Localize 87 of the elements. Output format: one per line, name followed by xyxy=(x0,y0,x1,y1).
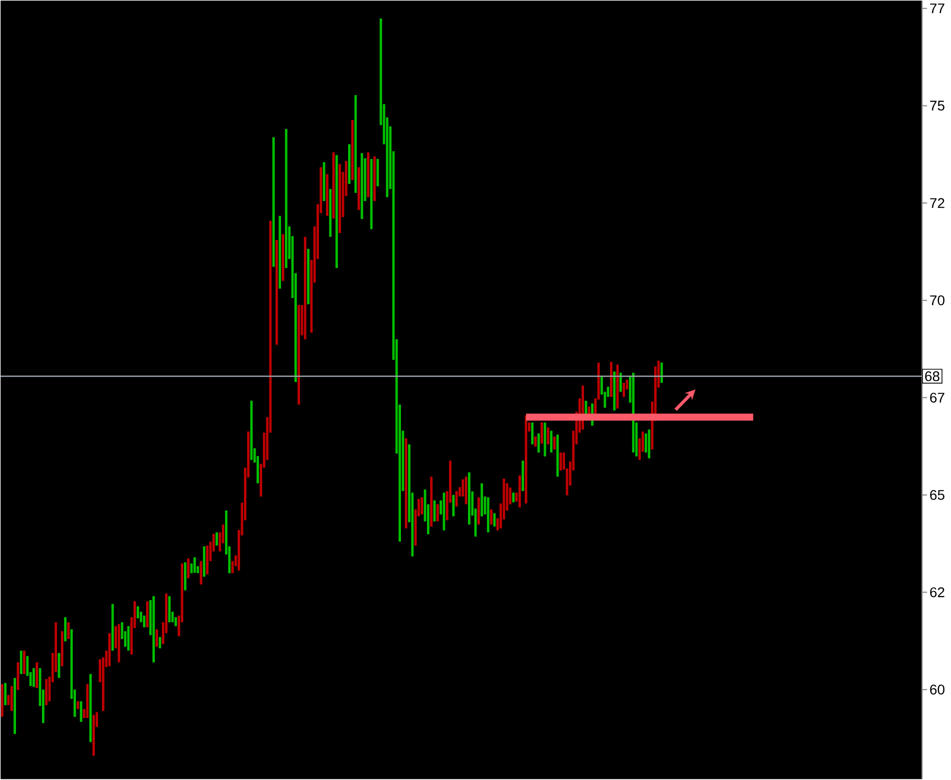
candlestick xyxy=(550,430,552,453)
candlestick xyxy=(298,305,300,405)
y-tick-label: 60 xyxy=(930,684,944,695)
candlestick xyxy=(86,684,89,718)
candlestick xyxy=(455,491,458,507)
candlestick xyxy=(278,216,282,289)
candlestick xyxy=(202,546,206,577)
candlestick xyxy=(622,382,626,397)
candlestick xyxy=(206,546,208,574)
y-tick-label: 77 xyxy=(930,4,944,14)
candlestick xyxy=(544,422,546,457)
candlestick xyxy=(184,562,186,590)
candlestick xyxy=(512,492,515,502)
candlestick xyxy=(619,372,622,392)
candlestick xyxy=(304,237,306,340)
y-tick-label: 72 xyxy=(930,198,944,208)
candlestick xyxy=(136,606,140,618)
candlestick xyxy=(430,476,433,527)
candlestick xyxy=(436,504,439,522)
candlestick xyxy=(354,95,357,194)
candlestick xyxy=(276,240,278,345)
candlestick xyxy=(335,155,338,268)
candlestick xyxy=(477,497,480,525)
candlestick xyxy=(553,436,556,450)
candlestick xyxy=(329,189,332,238)
candlestick xyxy=(272,137,275,267)
candlestick xyxy=(360,153,364,220)
candlestick xyxy=(376,159,379,186)
candlestick xyxy=(348,144,350,184)
candlestick xyxy=(464,476,468,504)
candlestick xyxy=(0,684,4,717)
candlestick xyxy=(338,164,342,234)
candlestick xyxy=(610,362,612,397)
y-tick-label: 67 xyxy=(930,392,944,403)
candlestick xyxy=(522,460,524,492)
y-tick-label: 75 xyxy=(930,100,944,111)
candlestick xyxy=(64,617,66,642)
candlestick xyxy=(127,626,130,651)
candlestick xyxy=(60,631,64,666)
candlestick xyxy=(168,596,171,622)
candlestick xyxy=(537,434,540,453)
candlestick xyxy=(420,497,424,515)
candlestick xyxy=(326,174,328,216)
candlestick xyxy=(76,701,80,710)
candlestick xyxy=(307,249,310,304)
y-tick-label: 70 xyxy=(930,296,944,306)
candlestick xyxy=(556,434,559,477)
candlestick xyxy=(358,167,360,210)
candlestick xyxy=(20,650,22,674)
candlestick xyxy=(518,476,521,508)
candlestick xyxy=(546,428,550,444)
candlestick xyxy=(146,601,149,628)
candlestick xyxy=(531,422,534,444)
candlestick xyxy=(142,616,146,628)
candlestick xyxy=(36,662,38,688)
candlestick xyxy=(468,472,470,525)
candlestick xyxy=(156,629,158,647)
candlestick xyxy=(216,532,218,546)
candlestick xyxy=(540,422,543,444)
candlestick xyxy=(404,438,408,529)
y-tick-label: 62 xyxy=(930,587,944,598)
candlestick xyxy=(660,362,663,383)
candlestick xyxy=(32,668,35,687)
candlestick xyxy=(4,683,7,706)
candlestick xyxy=(193,557,196,573)
candlestick xyxy=(367,152,370,198)
candlestick xyxy=(490,509,492,525)
candlestick xyxy=(648,430,650,458)
candlestick xyxy=(80,701,82,722)
candlestick xyxy=(452,495,455,516)
candlestick xyxy=(486,497,490,532)
y-tick-label: 65 xyxy=(930,490,944,500)
candlestick xyxy=(370,159,373,230)
candlestick xyxy=(45,679,48,706)
candlestick xyxy=(10,686,13,712)
candlestick xyxy=(560,452,562,471)
candlestick xyxy=(14,678,16,734)
candlestick xyxy=(23,650,26,674)
candlestick xyxy=(92,715,95,756)
candlestick xyxy=(152,596,155,662)
candlestick xyxy=(187,558,190,578)
candlestick xyxy=(284,129,288,268)
ref-line-label: 68 xyxy=(925,371,940,382)
candlestick xyxy=(118,624,120,662)
candlestick xyxy=(111,604,114,651)
candlestick xyxy=(480,483,484,516)
candlestick xyxy=(613,372,616,411)
